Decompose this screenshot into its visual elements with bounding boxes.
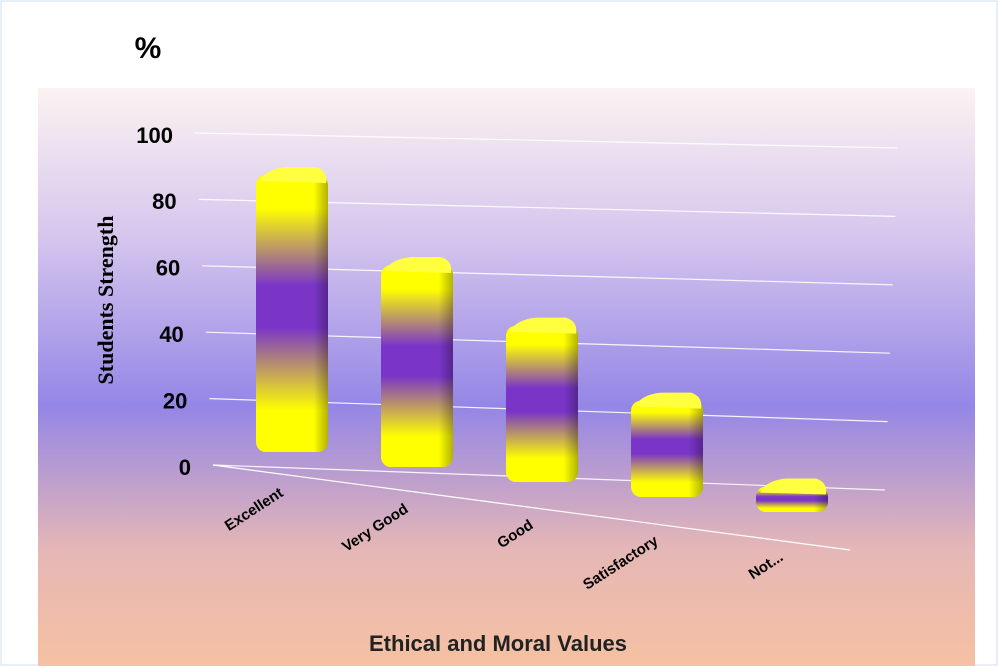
y-tick-label: 40 — [159, 322, 183, 347]
bar-shade — [256, 175, 328, 453]
y-tick-label: 0 — [179, 455, 191, 480]
bar-cap — [760, 478, 827, 495]
y-axis-label: Students Strength — [93, 216, 118, 385]
bar-shade — [381, 265, 453, 467]
bar-cap — [510, 317, 577, 334]
y-tick-label: 100 — [136, 123, 173, 148]
y-tick-label: 80 — [152, 189, 176, 214]
bar-cap — [260, 167, 327, 184]
bar-shade — [506, 325, 578, 482]
bar-cap — [385, 257, 452, 274]
y-tick-label: 20 — [163, 388, 187, 413]
floor-edge — [212, 464, 851, 551]
bar — [381, 257, 453, 467]
grid-line — [194, 132, 899, 149]
bar — [506, 317, 578, 482]
bar-shade — [631, 400, 703, 497]
bar — [756, 478, 828, 512]
bar-cap — [635, 392, 702, 409]
x-axis-label: Ethical and Moral Values — [369, 631, 627, 656]
bar — [631, 392, 703, 497]
unit-label: % — [135, 32, 162, 65]
y-tick-label: 60 — [156, 256, 180, 281]
bar — [256, 167, 328, 453]
